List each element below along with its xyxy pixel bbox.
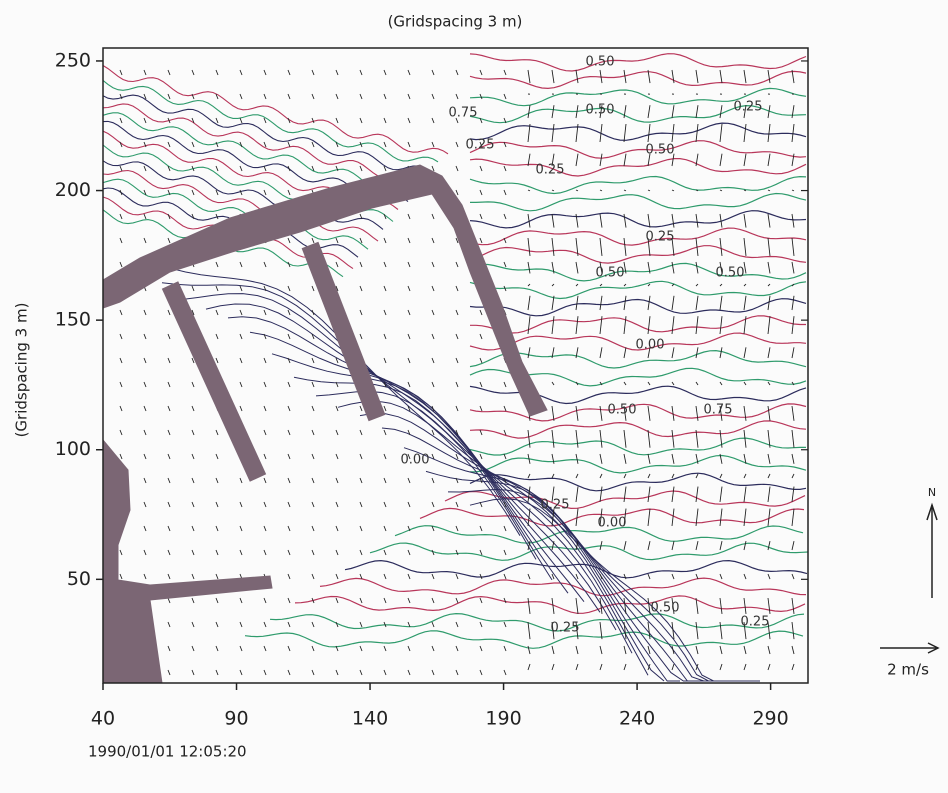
x-tick-label: 190 [485, 708, 521, 730]
contour-label: 0.50 [586, 103, 615, 118]
contour-label: 0.00 [598, 516, 627, 531]
y-axis-label: (Gridspacing 3 m) [13, 303, 31, 438]
vector-scale-label: 2 m/s [887, 661, 929, 679]
contour-label: 0.75 [449, 106, 478, 121]
contour-label: 0.75 [704, 403, 733, 418]
contour-label: 0.50 [651, 601, 680, 616]
contour-label: 0.50 [716, 266, 745, 281]
timestamp: 1990/01/01 12:05:20 [88, 743, 247, 761]
x-tick-label: 90 [224, 708, 248, 730]
contour-label: 0.00 [401, 453, 430, 468]
contour-label: 0.25 [466, 138, 495, 153]
y-tick-label: 150 [55, 309, 91, 331]
y-tick-label: 100 [55, 438, 91, 460]
contour-label: 0.50 [596, 266, 625, 281]
x-tick-label: 40 [91, 708, 115, 730]
chart: (Gridspacing 3 m) (Gridspacing 3 m) 1990… [0, 0, 948, 793]
contour-label: 0.25 [734, 100, 763, 115]
y-tick-label: 250 [55, 49, 91, 71]
x-tick-label: 240 [619, 708, 655, 730]
contour-label: 0.50 [646, 143, 675, 158]
x-tick-label: 290 [752, 708, 788, 730]
contour-label: 0.25 [536, 163, 565, 178]
y-tick-label: 50 [67, 568, 91, 590]
contour-label: 0.25 [551, 621, 580, 636]
contour-label: 0.25 [541, 498, 570, 513]
contour-label: 0.50 [586, 55, 615, 70]
contour-label: 0.50 [608, 403, 637, 418]
y-tick-label: 200 [55, 179, 91, 201]
chart-title: (Gridspacing 3 m) [388, 13, 523, 31]
north-label: N [928, 486, 936, 499]
contour-label: 0.25 [646, 230, 675, 245]
contour-label: 0.00 [636, 338, 665, 353]
x-tick-label: 140 [352, 708, 388, 730]
contour-label: 0.25 [741, 615, 770, 630]
